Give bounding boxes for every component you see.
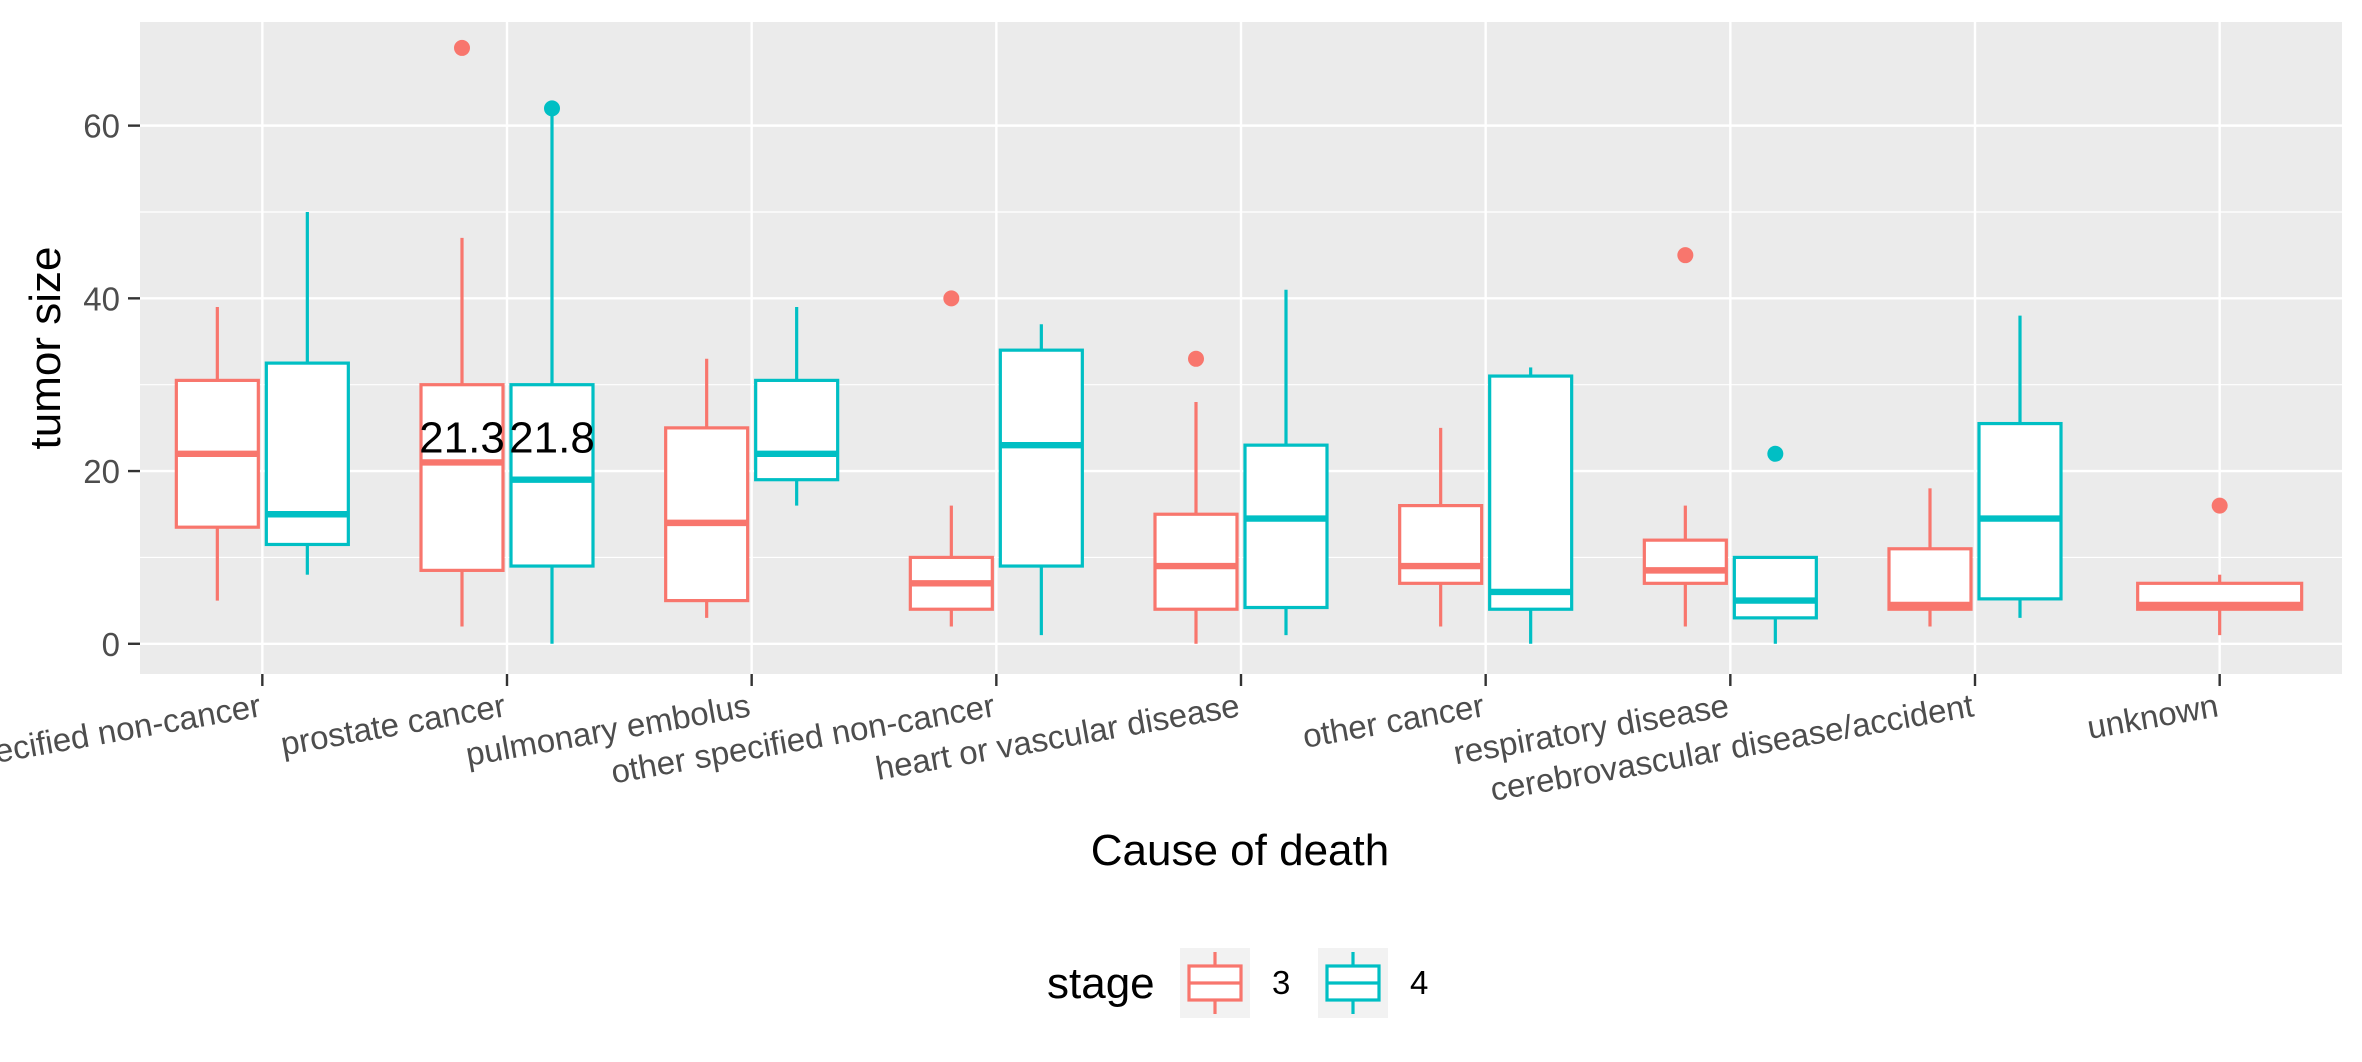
legend-title: stage	[1047, 959, 1155, 1008]
box-iqr	[664, 426, 750, 603]
box-iqr	[1243, 443, 1329, 610]
x-tick-label: unknown	[2084, 686, 2221, 745]
box-iqr	[1398, 504, 1484, 585]
legend-label: 4	[1410, 964, 1428, 1001]
box-stage-4	[509, 100, 595, 644]
annotation-layer: 21.3 21.8	[419, 414, 595, 463]
box-iqr	[998, 348, 1084, 568]
legend-key-3: 3	[1180, 948, 1290, 1018]
outlier-point	[1188, 350, 1204, 367]
box-stage-4	[754, 306, 840, 506]
box-iqr	[1887, 547, 1973, 611]
box-iqr	[1732, 555, 1818, 620]
box-stage-4	[1732, 445, 1818, 644]
y-axis: 0 20 40 60	[83, 108, 140, 663]
outlier-point	[943, 290, 960, 307]
y-tick-label: 0	[102, 626, 120, 663]
box-iqr	[509, 383, 595, 568]
y-tick-label: 40	[83, 280, 120, 317]
box-stage-3	[419, 39, 505, 627]
y-axis-title: tumor size	[21, 247, 70, 450]
box-stage-3	[2136, 497, 2304, 636]
outlier-point	[1767, 445, 1784, 462]
x-axis-title: Cause of death	[1091, 826, 1389, 875]
legend-label: 3	[1272, 964, 1290, 1001]
box-stage-3	[1642, 247, 1728, 627]
annotation-label: 21.8	[509, 414, 595, 463]
box-stage-4	[1488, 367, 1574, 644]
box-stage-4	[1243, 289, 1329, 636]
box-stage-3	[664, 358, 750, 618]
box-stage-3	[1887, 488, 1973, 627]
box-stage-3	[1398, 427, 1484, 627]
box-iqr	[1977, 421, 2063, 601]
annotation-label: 21.3	[419, 414, 505, 463]
box-iqr	[1153, 512, 1239, 611]
x-axis: unspecified non-cancer prostate cancerpul…	[0, 674, 2221, 808]
box-stage-4	[264, 211, 350, 575]
box-iqr	[1642, 538, 1728, 585]
box-layer	[174, 39, 2304, 644]
box-stage-3	[174, 306, 260, 601]
box-stage-4	[998, 324, 1084, 636]
box-stage-4	[1977, 315, 2063, 618]
grid-major	[140, 22, 2342, 674]
y-tick-label: 60	[83, 108, 120, 145]
outlier-point	[544, 100, 560, 117]
box-stage-3	[1153, 350, 1239, 644]
outlier-point	[1677, 247, 1694, 264]
legend-key-4: 4	[1318, 948, 1428, 1018]
outlier-point	[454, 39, 470, 56]
box-iqr	[419, 383, 505, 572]
box-stage-3	[908, 290, 994, 627]
outlier-point	[2211, 497, 2228, 514]
box-iqr	[754, 378, 840, 482]
y-tick-label: 20	[83, 453, 120, 490]
x-tick-label: unspecified non-cancer	[0, 686, 264, 782]
box-iqr	[1488, 374, 1574, 611]
